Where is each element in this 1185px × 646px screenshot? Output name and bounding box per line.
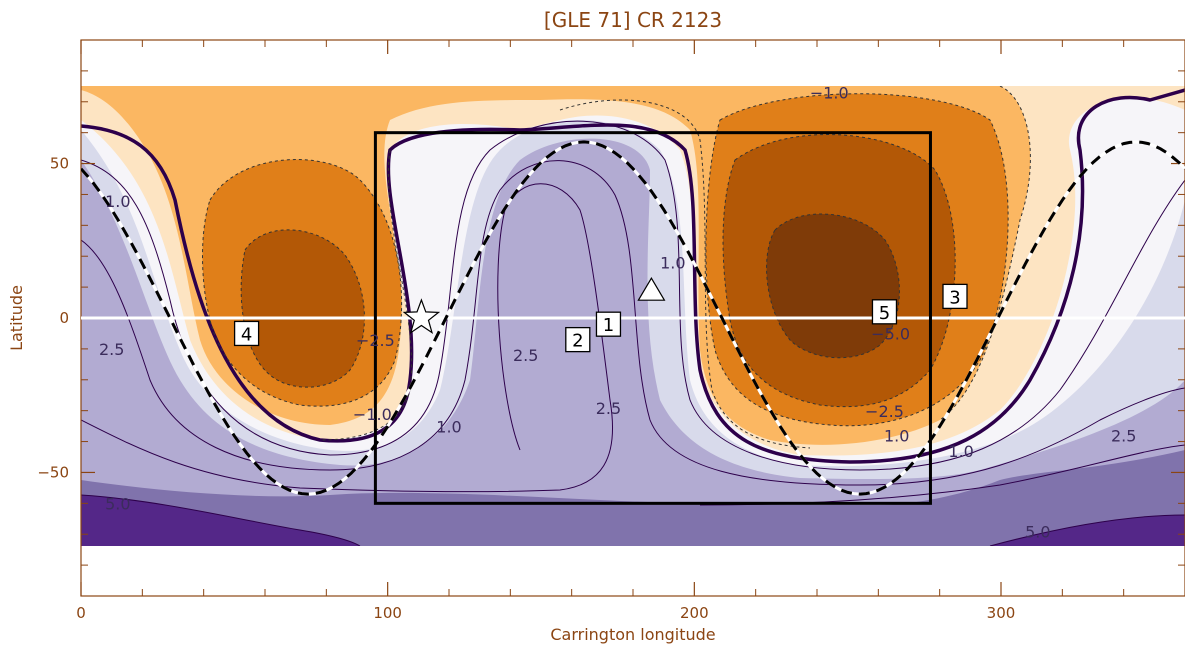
y-tick-label: 50 (50, 155, 69, 173)
contour-fill (81, 86, 1185, 546)
y-axis-label: Latitude (7, 285, 26, 351)
boxed-label-frame (595, 311, 622, 337)
contour-label: 1.0 (660, 254, 685, 273)
contour-label: −1.0 (353, 405, 392, 424)
boxed-label-text: 3 (949, 287, 960, 308)
triangle-marker (637, 277, 666, 301)
boxed-labels: 12 3 4 5 (233, 283, 968, 353)
contour-label: 1.0 (436, 417, 461, 436)
contour-label: 2.5 (513, 346, 538, 365)
boxed-label: 3 (942, 283, 968, 310)
contour-label: 5.0 (105, 495, 130, 514)
contour-label: −5.0 (871, 325, 910, 344)
contour-label: 2.5 (596, 399, 621, 418)
boxed-label-text: 1 (603, 315, 614, 336)
x-axis-label: Carrington longitude (550, 625, 715, 644)
boxed-label: 4 (233, 320, 260, 347)
boxed-label: 2 (565, 326, 591, 353)
current-sheet-line-dashed (81, 140, 1185, 496)
boxed-label-frame (871, 299, 898, 325)
y-tick-label: −50 (37, 463, 69, 481)
contour-label: 1.0 (105, 192, 130, 211)
contour-label: −1.0 (810, 84, 849, 103)
contour-label: 1.0 (884, 427, 909, 446)
contour-label: 1.0 (948, 442, 973, 461)
y-tick-label: 0 (59, 309, 69, 327)
boxed-label-frame (942, 283, 968, 310)
markers (402, 277, 666, 335)
contour-lines (81, 86, 1185, 546)
x-tick-label: 0 (76, 604, 86, 622)
boxed-label-frame (565, 326, 591, 353)
boxed-label: 1 (595, 311, 622, 337)
contour-label: −2.5 (865, 402, 904, 421)
region-rectangle (373, 131, 932, 505)
boxed-label-text: 4 (241, 324, 252, 345)
boxed-label-frame (233, 320, 260, 347)
boxed-label-text: 2 (572, 331, 583, 352)
contour-label: −2.5 (356, 331, 395, 350)
star-marker (402, 298, 441, 335)
neutral-line (81, 88, 1185, 464)
contour-labels: −1.0 −2.5 −1.0 −2.5 −5.0 1.0 2.5 5.0 1.0 2.5 2.5 1.… (99, 84, 1136, 542)
contour-label: 5.0 (1025, 522, 1050, 541)
contour-label: 2.5 (99, 340, 124, 359)
x-tick-label: 100 (373, 604, 402, 622)
axis-ticks: 0 100 200 300 50 0 −50 (37, 40, 1185, 622)
contour-label: 2.5 (1111, 427, 1136, 446)
boxed-label: 5 (871, 299, 898, 325)
chart-title: [GLE 71] CR 2123 (544, 8, 722, 32)
x-tick-label: 300 (987, 604, 1016, 622)
boxed-label-text: 5 (879, 303, 890, 324)
x-tick-label: 200 (680, 604, 709, 622)
